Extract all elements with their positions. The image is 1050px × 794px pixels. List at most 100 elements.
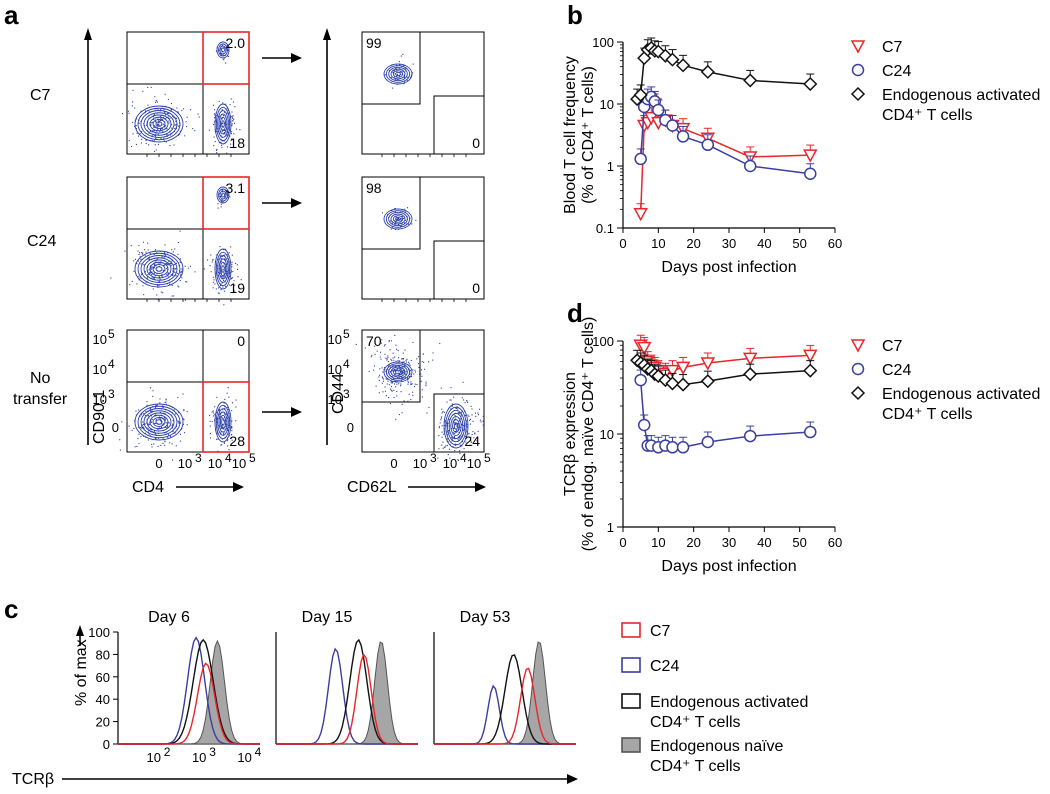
x-tick-label: 30 (722, 535, 736, 550)
cd4-population-dots-dot (222, 277, 224, 279)
neg-population-contour-2 (140, 110, 178, 138)
neg-population-dots-dot (154, 249, 157, 251)
activated-dots-dot (403, 74, 405, 76)
neg-population-contour-1 (137, 252, 181, 286)
neg-population-dots-dot (162, 131, 164, 133)
cd4-population-dots-dot (227, 409, 230, 411)
neg-population-dots-dot (197, 113, 199, 115)
cd4-population-dots-dot (231, 430, 233, 432)
neg-population-dots-dot (148, 132, 150, 134)
activated-dots-wide-dot (420, 380, 422, 382)
activated-population-contour-1 (385, 363, 411, 381)
cd4-population-dots-dot (221, 131, 223, 133)
cd4-population-dots-dot (212, 276, 214, 278)
naive-dots-dot (471, 433, 473, 436)
neg-population-dots-dot (181, 109, 183, 112)
naive-dots-dot (471, 444, 473, 446)
neg-population-dots-dot (167, 98, 169, 100)
hist-x-tick-exp: 3 (209, 745, 216, 759)
neg-population-dots-dot (153, 443, 155, 445)
cd4-population-dots-dot (232, 101, 234, 103)
naive-dots-dot (459, 435, 461, 437)
activated-dots-wide-dot (389, 370, 391, 373)
legend-marker (851, 362, 865, 376)
cd4-population-dots-dot (220, 144, 223, 146)
activated-dots-wide-dot (370, 356, 372, 358)
activated-dots-wide-dot (384, 344, 386, 346)
neg-population-dots-dot (166, 273, 168, 275)
activated-dots-wide-dot (382, 391, 384, 393)
hist-legend-label-line2: CD4⁺ T cells (650, 714, 741, 731)
cd4-population-dots-dot (211, 261, 213, 263)
neg-population-dots-dot (155, 414, 157, 416)
activated-dots-wide-dot (378, 374, 381, 376)
naive-dots-dot (446, 401, 448, 403)
activated-dots-dot (402, 53, 404, 56)
activated-dots-wide-dot (371, 354, 373, 356)
activated-dots-wide-dot (398, 361, 400, 363)
data-point (803, 349, 818, 363)
neg-population-dots-dot (169, 442, 171, 444)
neg-population-dots-dot (166, 262, 168, 264)
naive-dots-dot (459, 453, 461, 455)
cd4-population-dots-dot (218, 409, 220, 411)
cd4-population-dots-dot (214, 414, 216, 416)
cd4-population-dots-dot (221, 444, 223, 446)
activated-dots-wide-dot (421, 389, 423, 391)
neg-population-dots-dot (142, 90, 144, 92)
activated-dots-wide-dot (393, 397, 395, 399)
x-tick-label: 10 (651, 236, 665, 251)
cd4-population-dots-dot (223, 140, 225, 142)
gate-arrowhead-row2 (291, 198, 302, 208)
activated-dots-wide-dot (409, 364, 411, 366)
cd4-population-dots-dot (227, 387, 229, 389)
neg-population-dots-dot (135, 410, 137, 412)
cd4-population-dots-dot (222, 269, 224, 271)
neg-population-dots-dot (170, 263, 172, 265)
neg-population-dots-dot (144, 110, 147, 112)
neg-population-dots-dot (133, 270, 135, 272)
selected-gate (202, 176, 250, 230)
neg-population-dots-dot (147, 439, 149, 441)
naive-dots-dot (465, 435, 467, 437)
cd4-population-dots-dot (235, 262, 237, 264)
cd4-population-dots-dot (218, 287, 220, 289)
neg-population-dots-dot (119, 449, 121, 451)
neg-population-dots-dot (148, 417, 150, 419)
cd4-population-dots-dot (227, 146, 229, 148)
neg-population-dots-dot (158, 124, 160, 126)
activated-dots-wide (355, 334, 442, 420)
activated-dots-wide-dot (403, 372, 405, 374)
hist-x-tick-base: 10 (147, 750, 161, 765)
cd4-population-dots-dot (224, 129, 227, 132)
neg-population-dots-dot (152, 390, 154, 392)
legend-label: Endogenous activated (882, 87, 1040, 104)
neg-population-dots-dot (163, 252, 165, 254)
naive-dots-dot (462, 429, 464, 431)
neg-population-dots-dot (159, 402, 161, 404)
naive-dots-dot (455, 407, 457, 409)
neg-population-dots-dot (139, 427, 142, 429)
naive-dots-dot (439, 422, 441, 424)
cd4-population-dots-dot (223, 273, 225, 275)
neg-population-dots-dot (147, 274, 149, 276)
cd4-plot-ytick-exp-2: 3 (108, 387, 115, 401)
naive-dots-dot (462, 381, 464, 383)
neg-population-dots-dot (138, 433, 140, 435)
cd4-plot-xtick-exp-2: 5 (249, 451, 256, 465)
neg-population-dots-dot (158, 276, 160, 278)
activated-dots-wide-dot (400, 380, 403, 382)
neg-population-dots-dot (167, 434, 170, 436)
neg-population-dots-dot (126, 420, 128, 422)
naive-dots-dot (460, 415, 462, 417)
neg-population-dots-dot (150, 124, 152, 126)
activated-dots-dot (400, 55, 402, 57)
neg-population-dots-dot (134, 258, 137, 260)
neg-population-dots-dot (180, 422, 182, 424)
neg-population-dots-dot (166, 264, 168, 266)
data-point (700, 374, 715, 389)
neg-population-contour-2 (140, 408, 178, 436)
neg-population-dots-dot (161, 106, 163, 108)
activated-dots-wide-dot (394, 374, 396, 376)
naive-dots-dot (458, 424, 460, 426)
